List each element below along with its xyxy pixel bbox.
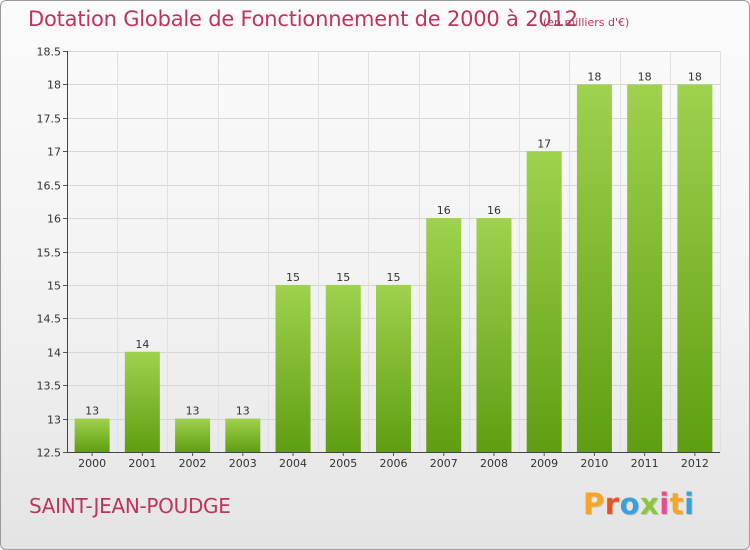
logo-letter: i: [659, 487, 670, 521]
logo-letter: r: [604, 487, 620, 521]
data-labels: 13 14 13 13 15 15 15 16 16 17 18 18 18: [85, 70, 702, 417]
logo-letter: o: [619, 487, 641, 521]
bar-2012: [677, 84, 713, 453]
commune-name: SAINT-JEAN-POUDGE: [29, 494, 231, 518]
y-tick-label: 17.5: [37, 113, 62, 126]
y-tick-label: 13.5: [37, 380, 62, 393]
x-tick-label: 2006: [380, 457, 408, 470]
logo-letter: x: [640, 487, 660, 521]
bar-2005: [325, 284, 361, 452]
data-label: 15: [387, 271, 401, 284]
bar-2003: [225, 418, 261, 452]
x-tick-label: 2007: [430, 457, 458, 470]
y-tick-label: 15.5: [37, 247, 62, 260]
bar-2000: [74, 418, 110, 452]
x-tick-label: 2011: [631, 457, 659, 470]
x-tick-label: 2001: [128, 457, 156, 470]
proxiti-logo: Proxiti: [583, 487, 695, 521]
logo-letter: i: [684, 487, 695, 521]
x-tick-label: 2009: [530, 457, 558, 470]
bar-2009: [526, 151, 562, 452]
bar-2011: [627, 84, 663, 453]
data-label: 17: [537, 137, 551, 150]
x-tick-label: 2010: [580, 457, 608, 470]
y-tick-label: 16: [47, 213, 61, 226]
x-tick-label: 2004: [279, 457, 307, 470]
axes: [63, 51, 720, 456]
y-tick-label: 18: [47, 79, 61, 92]
logo-letter: P: [583, 487, 605, 521]
data-label: 18: [688, 70, 702, 83]
x-tick-label: 2008: [480, 457, 508, 470]
bar-2002: [175, 418, 211, 452]
y-tick-label: 18.5: [37, 46, 62, 59]
data-label: 13: [186, 405, 200, 418]
x-tick-label: 2003: [229, 457, 257, 470]
y-tick-label: 15: [47, 280, 61, 293]
data-label: 15: [286, 271, 300, 284]
x-tick-label: 2012: [681, 457, 709, 470]
bar-2001: [124, 351, 160, 452]
x-tick-labels: 2000 2001 2002 2003 2004 2005 2006 2007 2008 2009…: [78, 457, 709, 470]
bar-2007: [426, 218, 462, 452]
data-label: 18: [638, 70, 652, 83]
chart-title: Dotation Globale de Fonctionnement de 20…: [28, 7, 578, 31]
bar-2010: [576, 84, 612, 453]
bars: [74, 84, 713, 453]
data-label: 16: [437, 204, 451, 217]
data-label: 16: [487, 204, 501, 217]
data-label: 18: [587, 70, 601, 83]
data-label: 15: [336, 271, 350, 284]
x-tick-label: 2005: [329, 457, 357, 470]
data-label: 13: [85, 405, 99, 418]
bar-2006: [376, 284, 411, 452]
y-tick-label: 16.5: [37, 180, 62, 193]
y-tick-label: 14: [47, 347, 61, 360]
y-tick-label: 14.5: [37, 313, 62, 326]
data-label: 14: [135, 338, 149, 351]
y-tick-label: 12.5: [37, 447, 62, 460]
y-tick-labels: 12.5 13 13.5 14 14.5 15 15.5 16 16.5 17 17.5 18 18.5: [37, 46, 62, 460]
y-tick-label: 17: [47, 146, 61, 159]
y-tick-label: 13: [47, 414, 61, 427]
x-tick-label: 2002: [179, 457, 207, 470]
logo-letter: t: [669, 487, 685, 521]
x-tick-label: 2000: [78, 457, 106, 470]
chart-unit: (en milliers d'€): [543, 16, 630, 29]
data-label: 13: [236, 405, 250, 418]
bar-2008: [476, 218, 512, 452]
bar-2004: [275, 284, 311, 452]
